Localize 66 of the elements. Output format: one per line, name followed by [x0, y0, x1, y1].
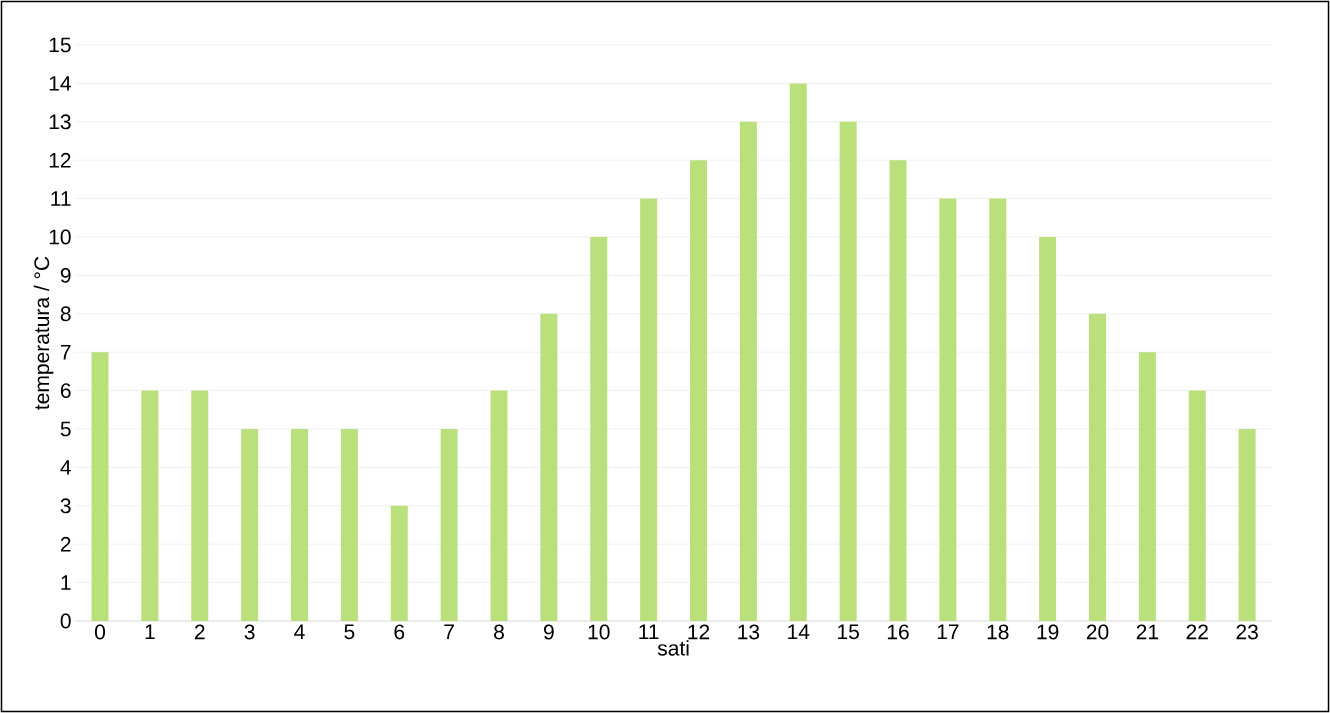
x-tick-label: 7 [444, 624, 454, 639]
bar [1138, 352, 1156, 621]
bar [340, 428, 358, 621]
bar [939, 198, 957, 621]
bar [241, 428, 259, 621]
x-tick-label: 19 [1037, 624, 1059, 640]
bar [590, 236, 608, 621]
y-tick-label: 13 [49, 114, 71, 130]
bar [191, 390, 209, 621]
x-axis-title: sati [657, 640, 689, 656]
x-tick-label: 22 [1186, 624, 1208, 640]
bar [540, 313, 558, 621]
y-tick-label: 15 [49, 37, 71, 53]
bar [291, 428, 308, 621]
y-tick-label: 9 [60, 267, 71, 283]
x-tick-label: 16 [887, 624, 909, 640]
y-tick-label: 0 [60, 613, 71, 629]
y-tick-label: 14 [49, 76, 71, 91]
x-tick-label: 23 [1236, 624, 1258, 640]
bar [989, 198, 1007, 621]
y-tick-label: 3 [60, 498, 71, 514]
bar [839, 121, 857, 621]
x-tick-label: 12 [688, 624, 710, 640]
x-tick-label: 3 [244, 624, 255, 640]
bar [1188, 390, 1206, 621]
x-tick-label: 5 [344, 624, 355, 640]
x-tick-label: 13 [738, 624, 760, 640]
x-tick-label: 15 [838, 624, 859, 640]
bar [889, 160, 907, 621]
bar [690, 160, 708, 621]
y-tick-label: 10 [49, 229, 71, 245]
bar [789, 83, 807, 621]
x-tick-label: 17 [937, 624, 959, 639]
x-tick-label: 21 [1136, 624, 1159, 640]
x-tick-label: 8 [494, 624, 504, 640]
x-tick-label: 2 [194, 624, 205, 640]
x-tick-label: 18 [987, 624, 1009, 640]
bar [141, 390, 159, 621]
y-tick-label: 4 [60, 460, 71, 475]
x-tick-label: 6 [394, 624, 405, 640]
bar [390, 505, 408, 621]
y-axis-title: temperatura / °C [33, 256, 54, 410]
y-tick-label: 7 [60, 344, 71, 360]
x-tick-label: 4 [294, 624, 305, 639]
bar [91, 352, 109, 621]
y-tick-label: 1 [61, 575, 71, 590]
bar [440, 428, 458, 621]
y-tick-label: 12 [49, 152, 71, 168]
x-tick-label: 9 [544, 624, 554, 640]
bar [1039, 236, 1057, 621]
x-tick-label: 10 [588, 624, 610, 640]
bar [640, 198, 658, 621]
y-tick-label: 6 [60, 383, 71, 399]
x-tick-label: 14 [788, 624, 810, 639]
x-tick-label: 0 [94, 624, 106, 640]
y-tick-label: 8 [60, 306, 71, 322]
bar [739, 121, 757, 621]
bar [1238, 428, 1256, 621]
x-tick-label: 20 [1086, 624, 1109, 640]
bar [490, 390, 508, 621]
y-tick-label: 2 [60, 536, 71, 552]
bar [1089, 313, 1107, 621]
x-tick-label: 11 [639, 624, 659, 639]
y-tick-label: 5 [60, 421, 71, 437]
x-tick-label: 1 [145, 624, 155, 639]
y-tick-label: 11 [51, 191, 71, 206]
